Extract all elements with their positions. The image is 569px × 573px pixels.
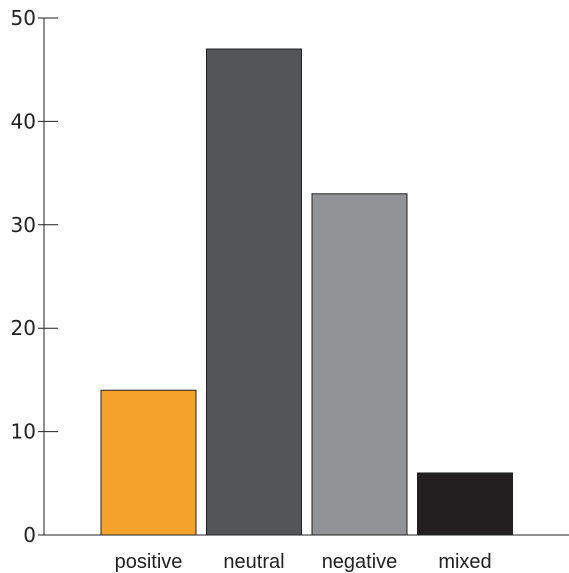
x-tick-labels: positive neutral negative mixed <box>115 551 492 573</box>
bar-positive <box>100 389 197 536</box>
x-tick-label-positive: positive <box>115 551 183 573</box>
y-tick-label-50: 50 <box>11 6 36 30</box>
bar-neutral <box>206 48 302 536</box>
x-tick-label-mixed: mixed <box>438 551 491 573</box>
bars <box>100 48 513 536</box>
y-ticks: 0 10 20 30 40 50 <box>11 6 58 547</box>
y-tick-label-0: 0 <box>23 523 36 547</box>
y-tick-label-20: 20 <box>11 316 36 340</box>
bar-mixed <box>417 472 513 536</box>
y-tick-label-40: 40 <box>11 109 36 133</box>
bar-negative <box>311 193 408 536</box>
y-tick-label-30: 30 <box>11 213 36 237</box>
x-tick-label-negative: negative <box>322 551 398 573</box>
y-tick-label-10: 10 <box>11 420 36 444</box>
x-tick-label-neutral: neutral <box>223 551 284 573</box>
